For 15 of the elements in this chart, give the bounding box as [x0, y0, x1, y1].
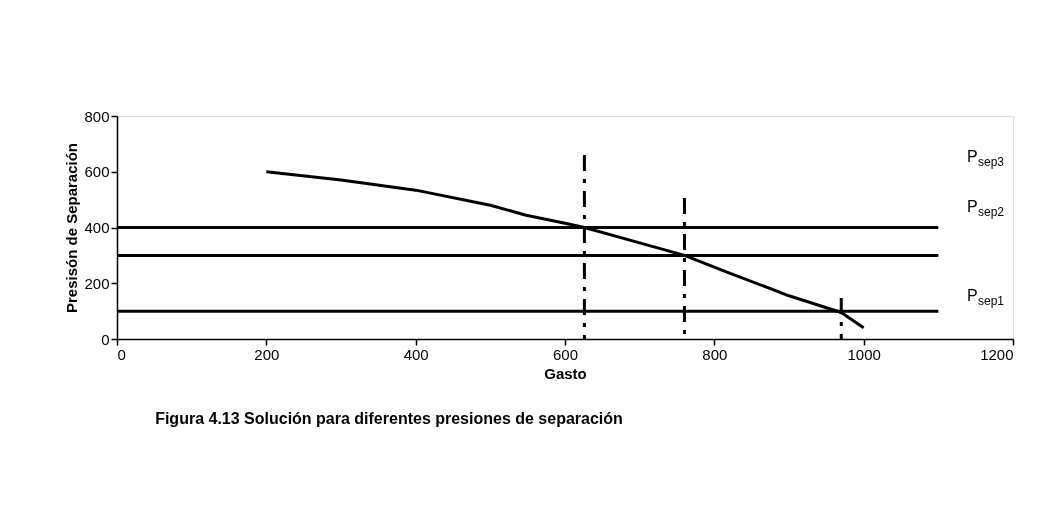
y-tick-label: 800 — [84, 107, 110, 125]
x-axis-title: Gasto — [544, 364, 587, 382]
y-tick-label: 0 — [101, 330, 110, 348]
text: Figura 4.13 Solución para diferentes presiones de separación — [155, 410, 623, 427]
x-tick-label: 1200 — [980, 345, 1014, 363]
x-tick-label: 0 — [117, 345, 126, 363]
y-tick-label: 600 — [84, 163, 110, 181]
x-tick-label: 800 — [702, 345, 728, 363]
y-tick-label: 400 — [84, 219, 110, 236]
x-tick-label: 600 — [552, 345, 579, 363]
y-tick-label: 200 — [84, 274, 110, 292]
x-tick-label: 400 — [403, 345, 429, 363]
y-axis-title: Presisón de Separación — [63, 142, 81, 314]
x-tick-label: 200 — [254, 345, 280, 363]
x-tick-label: 1000 — [847, 345, 881, 363]
